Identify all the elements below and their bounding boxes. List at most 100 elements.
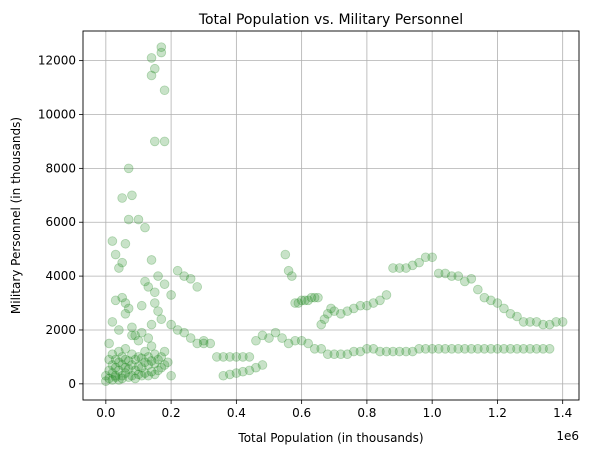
scatter-point [375, 295, 385, 306]
scatter-point [110, 354, 121, 365]
scatter-point [277, 333, 287, 343]
x-tick-label: 0.6 [292, 406, 311, 420]
scatter-point [143, 360, 154, 370]
scatter-point [117, 373, 127, 384]
scatter-point [120, 344, 131, 354]
x-tick-label: 1.4 [553, 406, 572, 420]
scatter-point [231, 368, 242, 378]
scatter-point [123, 214, 134, 225]
scatter-point [394, 263, 405, 273]
scatter-point [110, 370, 121, 381]
scatter-point [107, 349, 118, 360]
scatter-point [179, 327, 189, 338]
scatter-point [192, 338, 203, 349]
plot-area-frame [82, 30, 580, 401]
scatter-point [440, 344, 451, 354]
scatter-point [143, 370, 154, 381]
scatter-point [123, 372, 134, 382]
scatter-point [394, 346, 405, 357]
scatter-point [492, 298, 503, 308]
scatter-point [362, 300, 372, 311]
scatter-point [110, 295, 121, 306]
scatter-point [104, 354, 114, 365]
scatter-point [114, 365, 124, 376]
scatter-point [149, 63, 160, 74]
scatter-point [329, 349, 340, 360]
scatter-point [283, 338, 294, 349]
scatter-point [290, 335, 300, 346]
scatter-point [149, 287, 160, 298]
scatter-point [453, 344, 464, 354]
scatter-point [156, 352, 167, 362]
scatter-point [198, 338, 209, 349]
scatter-point [518, 344, 529, 354]
x-tick-label: 1.2 [488, 406, 507, 420]
scatter-point [159, 85, 170, 96]
scatter-point [225, 369, 235, 380]
scatter-point [329, 306, 340, 316]
scatter-point [479, 292, 490, 303]
x-tick-label: 1.0 [423, 406, 442, 420]
scatter-point [117, 360, 127, 370]
scatter-point [146, 366, 157, 377]
y-tick-label: 12000 [38, 54, 76, 68]
scatter-point [342, 306, 353, 316]
scatter-point [149, 369, 160, 380]
scatter-point [257, 330, 268, 341]
scatter-point [143, 333, 154, 343]
scatter-point [466, 344, 477, 354]
scatter-point [303, 338, 313, 349]
y-tick-label: 2000 [45, 323, 76, 337]
scatter-point [401, 346, 411, 357]
scatter-point [335, 309, 346, 319]
scatter-point [117, 292, 127, 303]
scatter-point [319, 314, 330, 324]
scatter-point [133, 214, 144, 225]
scatter-point [130, 354, 141, 365]
scatter-point [512, 344, 522, 354]
x-axis-label: Total Population (in thousands) [237, 431, 423, 445]
scatter-point [123, 364, 134, 374]
scatter-point [146, 70, 157, 81]
scatter-point [114, 357, 124, 368]
scatter-point [140, 222, 150, 233]
scatter-point [290, 298, 300, 308]
scatter-point [153, 306, 163, 316]
scatter-point [123, 303, 134, 314]
scatter-point [127, 330, 137, 341]
scatter-point [133, 361, 144, 372]
scatter-point [505, 344, 516, 354]
scatter-point [146, 319, 157, 330]
scatter-point [531, 317, 542, 327]
scatter-point [163, 357, 173, 368]
scatter-point [120, 368, 131, 378]
scatter-point [446, 344, 457, 354]
scatter-point [251, 362, 261, 373]
scatter-point [104, 338, 114, 349]
scatter-point [322, 349, 333, 360]
scatter-point [110, 249, 121, 260]
scatter-point [120, 362, 131, 373]
scatter-point [499, 303, 509, 314]
scatter-point [136, 300, 147, 311]
scatter-point [531, 344, 542, 354]
scatter-point [512, 311, 522, 322]
scatter-point [486, 295, 496, 306]
scatter-point [280, 249, 291, 260]
scatter-point [433, 268, 444, 279]
scatter-point [198, 335, 209, 346]
scatter-point [244, 365, 255, 376]
scatter-point [136, 362, 147, 373]
scatter-point [473, 344, 483, 354]
scatter-point [211, 352, 222, 362]
x-axis-offset-label: 1e6 [556, 429, 579, 443]
scatter-point [149, 298, 160, 308]
scatter-point [433, 344, 444, 354]
scatter-point [538, 344, 548, 354]
y-tick-label: 10000 [38, 107, 76, 121]
scatter-point [388, 263, 398, 273]
y-axis-ticks: 0 2000 4000 6000 8000 10000 12000 [38, 54, 83, 391]
scatter-point [293, 298, 304, 308]
scatter-point [257, 360, 268, 370]
